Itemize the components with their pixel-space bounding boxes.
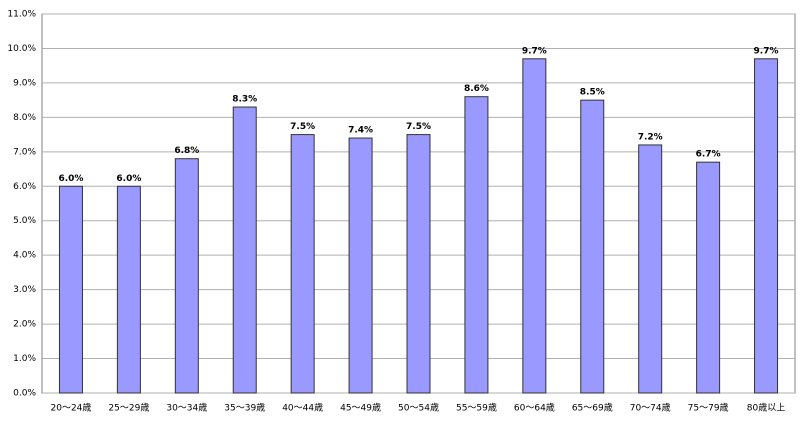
bar xyxy=(290,134,315,394)
data-label: 9.7% xyxy=(522,46,547,56)
x-tick-label: 50～54歳 xyxy=(398,402,439,414)
bar xyxy=(580,99,605,394)
bar xyxy=(638,144,663,394)
y-tick-label: 3.0% xyxy=(13,285,36,295)
x-tick-label: 65～69歳 xyxy=(572,402,613,414)
data-label: 8.6% xyxy=(464,84,489,94)
y-tick-label: 10.0% xyxy=(7,44,36,54)
bar xyxy=(232,106,257,394)
data-label: 8.5% xyxy=(580,88,605,98)
y-tick-label: 0.0% xyxy=(13,389,36,399)
data-label: 6.0% xyxy=(116,174,141,184)
x-tick-label: 70～74歳 xyxy=(630,402,671,414)
data-label: 7.4% xyxy=(348,126,373,136)
x-tick-label: 30～34歳 xyxy=(166,402,207,414)
x-tick-label: 25～29歳 xyxy=(108,402,149,414)
bar xyxy=(464,96,489,394)
bar xyxy=(348,137,373,394)
bar xyxy=(696,161,721,394)
y-tick-label: 6.0% xyxy=(13,182,36,192)
x-tick-label: 80歳以上 xyxy=(747,402,785,414)
y-tick-label: 5.0% xyxy=(13,216,36,226)
y-tick-label: 8.0% xyxy=(13,113,36,123)
x-tick-label: 55～59歳 xyxy=(456,402,497,414)
x-tick-label: 45～49歳 xyxy=(340,402,381,414)
data-label: 8.3% xyxy=(232,95,257,105)
bar xyxy=(754,58,779,394)
data-label: 6.0% xyxy=(58,174,83,184)
data-label: 7.5% xyxy=(290,122,315,132)
y-tick-label: 4.0% xyxy=(13,251,36,261)
x-tick-label: 20～24歳 xyxy=(51,402,92,414)
y-tick-label: 1.0% xyxy=(13,354,36,364)
x-tick-label: 40～44歳 xyxy=(282,402,323,414)
x-tick-label: 75～79歳 xyxy=(688,402,729,414)
bar xyxy=(116,185,141,394)
x-tick-label: 35～39歳 xyxy=(224,402,265,414)
data-label: 7.2% xyxy=(638,132,663,142)
bar xyxy=(174,158,199,394)
data-label: 6.7% xyxy=(696,150,721,160)
y-tick-label: 2.0% xyxy=(13,320,36,330)
y-tick-label: 11.0% xyxy=(7,10,36,20)
bar xyxy=(522,58,547,394)
bar xyxy=(406,134,431,394)
data-label: 7.5% xyxy=(406,122,431,132)
x-tick-label: 60～64歳 xyxy=(514,402,555,414)
y-tick-label: 9.0% xyxy=(13,78,36,88)
bar xyxy=(58,185,83,394)
data-label: 6.8% xyxy=(174,146,199,156)
y-tick-label: 7.0% xyxy=(13,147,36,157)
data-label: 9.7% xyxy=(754,46,779,56)
